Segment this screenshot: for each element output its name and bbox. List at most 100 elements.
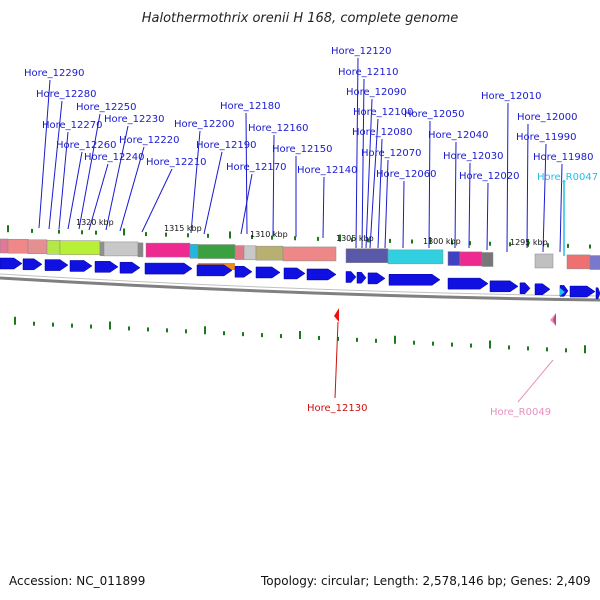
- cog-box: [189, 244, 199, 259]
- gene-label[interactable]: Hore_12200: [174, 119, 235, 130]
- cog-box: [0, 238, 9, 254]
- rna-label[interactable]: Hore_R0049: [490, 407, 551, 418]
- gene-label[interactable]: Hore_12070: [361, 148, 422, 159]
- gene-label[interactable]: Hore_12130: [307, 403, 368, 414]
- gene-arrow: [119, 261, 141, 274]
- genome-backbone: [0, 273, 600, 302]
- gene-arrow: [255, 266, 281, 279]
- accession-text: Accession: NC_011899: [9, 574, 146, 588]
- gene-arrow: [447, 277, 489, 290]
- kbp-label: 1305 kbp: [336, 234, 374, 243]
- gene-label[interactable]: Hore_12240: [84, 152, 145, 163]
- rna-markers: [334, 308, 556, 326]
- leader-line: [559, 163, 563, 253]
- cog-box: [447, 251, 461, 266]
- gene-label[interactable]: Hore_12220: [119, 135, 180, 146]
- gene-arrow: [519, 282, 531, 295]
- gene-arrow: [94, 261, 119, 273]
- cog-box: [459, 251, 483, 267]
- cog-box: [7, 238, 29, 254]
- leader-line: [245, 112, 248, 235]
- leader-line: [517, 359, 554, 403]
- gene-label[interactable]: Hore_11990: [516, 132, 577, 143]
- cog-box: [197, 244, 236, 259]
- leader-line: [428, 120, 431, 249]
- leader-line: [88, 163, 109, 231]
- gene-label[interactable]: Hore_12230: [104, 114, 165, 125]
- leader-line: [402, 180, 405, 249]
- gene-label[interactable]: Hore_12280: [36, 89, 97, 100]
- gene-label[interactable]: Hore_12170: [226, 162, 287, 173]
- gene-label[interactable]: Hore_12090: [346, 87, 407, 98]
- gene-label[interactable]: Hore_12020: [459, 171, 520, 182]
- gene-label[interactable]: Hore_11980: [533, 152, 594, 163]
- gene-label[interactable]: Hore_12000: [517, 112, 578, 123]
- cog-box: [345, 248, 389, 263]
- leader-line: [272, 134, 275, 237]
- leader-line: [78, 113, 101, 230]
- gene-label[interactable]: Hore_12270: [42, 120, 103, 131]
- gene-label[interactable]: Hore_12010: [481, 91, 542, 102]
- gene-label[interactable]: Hore_12210: [146, 157, 207, 168]
- cog-box: [46, 240, 61, 255]
- leader-line: [58, 131, 69, 230]
- leader-line: [203, 151, 223, 235]
- cog-box: [99, 241, 105, 257]
- cog-box: [387, 249, 444, 265]
- rna-label[interactable]: Hore_R0047: [537, 172, 598, 183]
- gene-arrow: [595, 287, 600, 299]
- gene-label[interactable]: Hore_12030: [443, 151, 504, 162]
- gene-label[interactable]: Hore_12150: [272, 144, 333, 155]
- leader-line: [506, 102, 509, 253]
- inner-scale-ticks: [14, 316, 586, 354]
- gene-arrow: [22, 258, 43, 271]
- gene-label[interactable]: Hore_12040: [428, 130, 489, 141]
- map-title: Halothermothrix orenii H 168, complete g…: [142, 11, 459, 26]
- gene-label[interactable]: Hore_12250: [76, 102, 137, 113]
- leader-line: [322, 176, 325, 239]
- gene-arrow: [306, 268, 337, 281]
- cog-box: [27, 239, 48, 255]
- gene-arrow: [534, 283, 551, 296]
- leader-line: [361, 78, 365, 249]
- gene-arrow: [489, 280, 519, 293]
- cog-box: [137, 242, 144, 258]
- kbp-label: 1295 kbp: [510, 238, 548, 247]
- backbone-arc: [0, 276, 600, 302]
- cog-box: [59, 240, 101, 255]
- gene-label[interactable]: Hore_12190: [196, 140, 257, 151]
- leader-line: [355, 57, 359, 249]
- rna-marker: [553, 313, 556, 326]
- rna-marker: [334, 308, 339, 322]
- cog-box: [282, 246, 337, 262]
- gene-arrow: [283, 267, 306, 280]
- gene-label[interactable]: Hore_12120: [331, 46, 392, 57]
- gene-label[interactable]: Hore_12290: [24, 68, 85, 79]
- gene-label[interactable]: Hore_12110: [338, 67, 399, 78]
- leader-line: [119, 146, 145, 232]
- gene-label[interactable]: Hore_12260: [56, 140, 117, 151]
- backbone-arc: [0, 273, 600, 297]
- leader-line: [141, 168, 173, 233]
- gene-arrow-track: [0, 257, 600, 299]
- gene-label[interactable]: Hore_12140: [297, 165, 358, 176]
- gene-label[interactable]: Hore_12100: [353, 107, 414, 118]
- leader-line: [384, 159, 389, 249]
- cog-box: [566, 254, 591, 270]
- kbp-label: 1315 kbp: [164, 224, 202, 233]
- cog-box: [534, 253, 554, 269]
- genome-summary-text: Topology: circular; Length: 2,578,146 bp…: [261, 574, 591, 588]
- gene-label[interactable]: Hore_12160: [248, 123, 309, 134]
- gene-label[interactable]: Hore_12060: [376, 169, 437, 180]
- gene-label[interactable]: Hore_12080: [352, 127, 413, 138]
- gene-arrow: [345, 271, 357, 283]
- gene-label[interactable]: Hore_12180: [220, 101, 281, 112]
- cog-box: [103, 241, 139, 257]
- kbp-scale-labels: 1320 kbp 1315 kbp 1310 kbp 1305 kbp 1300 kbp…: [76, 218, 548, 247]
- gene-label[interactable]: Hore_12050: [404, 109, 465, 120]
- gene-arrow: [0, 257, 23, 270]
- cog-box: [234, 245, 245, 260]
- gene-arrow: [196, 264, 233, 277]
- leader-line: [542, 143, 547, 253]
- leader-line: [334, 321, 339, 399]
